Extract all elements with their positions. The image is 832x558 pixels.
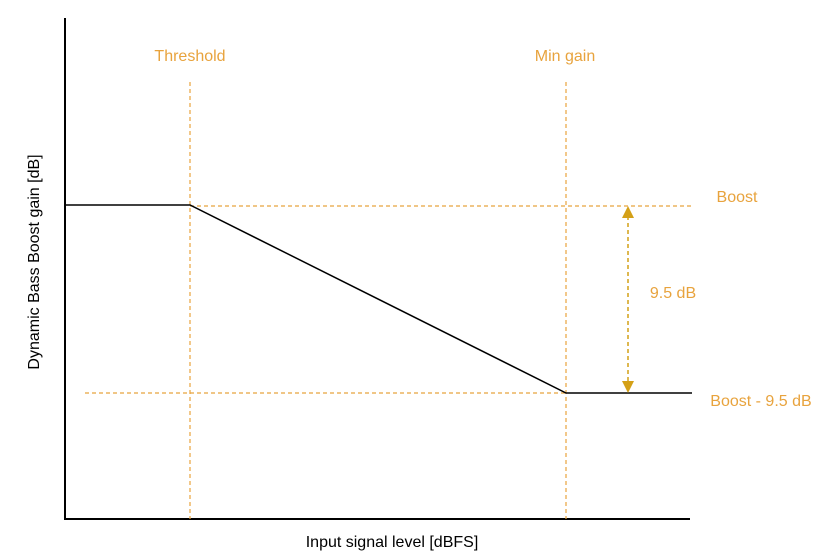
threshold-label: Threshold <box>154 48 225 65</box>
arrow-down-icon <box>622 381 634 393</box>
y-axis-label: Dynamic Bass Boost gain [dB] <box>26 154 43 369</box>
boost-minus-label: Boost - 9.5 dB <box>710 393 811 410</box>
x-axis-label: Input signal level [dBFS] <box>306 534 479 551</box>
boost-label: Boost <box>717 189 758 206</box>
min-gain-label: Min gain <box>535 48 595 65</box>
arrow-up-icon <box>622 206 634 218</box>
gain-curve <box>65 204 692 394</box>
gain-difference-label: 9.5 dB <box>650 285 696 302</box>
